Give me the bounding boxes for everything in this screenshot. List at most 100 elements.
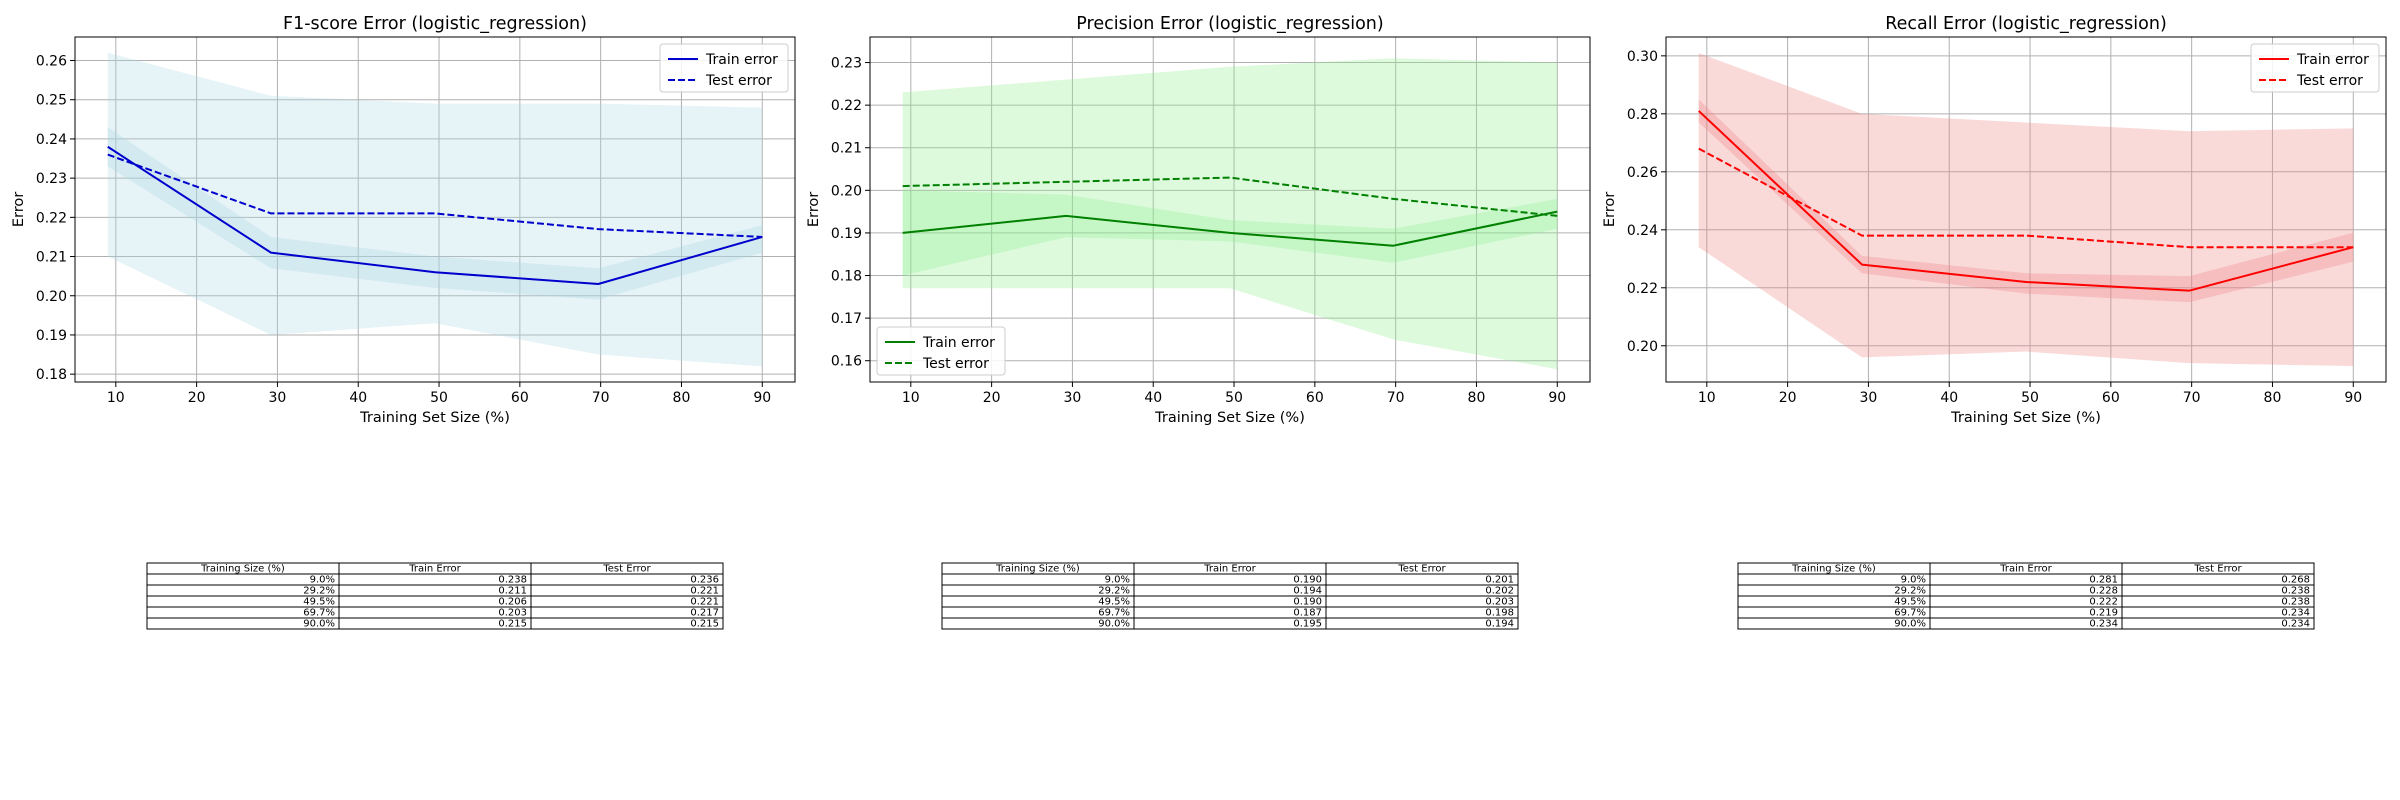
table-header: Test Error	[2193, 564, 2242, 575]
table-value: 9.0%	[310, 575, 335, 586]
table-value: 0.236	[690, 575, 719, 586]
table-value: 0.198	[1485, 608, 1514, 619]
series-line-test	[1698, 147, 2354, 249]
table-value: 0.215	[498, 619, 527, 630]
x-tick-label: 80	[2264, 390, 2282, 406]
x-tick-label: 90	[1548, 390, 1566, 406]
series-line-train	[1698, 110, 2354, 292]
table-header: Training Size (%)	[200, 564, 285, 575]
table-value: 0.219	[2089, 608, 2118, 619]
y-axis-label: Error	[806, 192, 822, 227]
table-value: 0.228	[2089, 586, 2118, 597]
x-tick-label: 30	[1064, 390, 1082, 406]
series-band-test	[902, 58, 1558, 370]
table-value: 0.201	[1485, 575, 1514, 586]
table-header: Train Error	[1999, 564, 2052, 575]
table-header: Training Size (%)	[1791, 564, 1876, 575]
table-header: Test Error	[602, 564, 651, 575]
plot-area	[107, 52, 763, 367]
x-tick-label: 50	[430, 390, 448, 406]
table-value: 49.5%	[303, 597, 335, 608]
chart-title: Recall Error (logistic_regression)	[1885, 14, 2167, 34]
y-tick-label: 0.22	[36, 210, 67, 226]
table-value: 0.211	[498, 586, 527, 597]
y-tick-label: 0.19	[831, 226, 862, 242]
legend-label-train: Train error	[922, 335, 995, 351]
x-tick-label: 70	[592, 390, 610, 406]
table-value: 69.7%	[1894, 608, 1926, 619]
x-tick-label: 70	[1387, 390, 1405, 406]
table-value: 0.217	[690, 608, 719, 619]
data-table: Training Size (%) Train Error Test Error 9.…	[146, 562, 724, 630]
x-tick-label: 20	[1779, 390, 1797, 406]
legend-label-train: Train error	[2296, 52, 2369, 68]
x-tick-label: 30	[269, 390, 287, 406]
y-axis-label: Error	[11, 192, 27, 227]
series-line-test	[902, 176, 1558, 217]
x-tick-label: 10	[902, 390, 920, 406]
table-value: 0.190	[1293, 575, 1322, 586]
table-value: 0.281	[2089, 575, 2118, 586]
plot-area	[902, 58, 1558, 370]
table-value: 29.2%	[303, 586, 335, 597]
x-axis-label: Training Set Size (%)	[1154, 410, 1305, 426]
table-value: 9.0%	[1105, 575, 1130, 586]
y-tick-label: 0.23	[36, 171, 67, 187]
x-axis-label: Training Set Size (%)	[359, 410, 510, 426]
y-tick-label: 0.20	[1627, 339, 1658, 355]
legend-label-train: Train error	[705, 52, 778, 68]
x-tick-label: 90	[753, 390, 771, 406]
y-tick-label: 0.17	[831, 311, 862, 327]
x-tick-label: 50	[2021, 390, 2039, 406]
series-line-train	[902, 210, 1558, 247]
x-tick-label: 80	[1468, 390, 1486, 406]
table-value: 0.238	[2281, 597, 2310, 608]
y-tick-label: 0.21	[36, 250, 67, 266]
table-header: Train Error	[1203, 564, 1256, 575]
table-cell	[2121, 617, 2315, 630]
legend: Train error Test error	[659, 43, 789, 93]
table-value: 0.221	[690, 586, 719, 597]
table-value: 0.187	[1293, 608, 1322, 619]
table-value: 90.0%	[1098, 619, 1130, 630]
y-tick-label: 0.19	[36, 328, 67, 344]
table-value: 0.222	[2089, 597, 2118, 608]
series-band-test	[1698, 52, 2354, 367]
table-value: 0.234	[2281, 608, 2310, 619]
data-table: Training Size (%) Train Error Test Error 9.…	[1737, 562, 2315, 630]
y-tick-label: 0.26	[36, 54, 67, 70]
table-value: 49.5%	[1894, 597, 1926, 608]
table-value: 90.0%	[303, 619, 335, 630]
table-value: 0.190	[1293, 597, 1322, 608]
table-value: 0.238	[498, 575, 527, 586]
x-tick-label: 70	[2183, 390, 2201, 406]
y-tick-label: 0.28	[1627, 107, 1658, 123]
y-tick-label: 0.20	[831, 183, 862, 199]
legend: Train error Test error	[876, 326, 1006, 376]
table-value: 0.238	[2281, 586, 2310, 597]
chart-panel-1: 10 20 30 40 50 60 70 80 90 0.18 0.19 0.20 0.21 0.22 0.…	[11, 14, 796, 426]
table-cell	[530, 617, 724, 630]
x-tick-label: 60	[511, 390, 529, 406]
x-tick-label: 10	[1698, 390, 1716, 406]
y-tick-label: 0.22	[1627, 281, 1658, 297]
legend-label-test: Test error	[922, 356, 989, 372]
table-value: 49.5%	[1098, 597, 1130, 608]
table-value: 29.2%	[1894, 586, 1926, 597]
x-tick-label: 90	[2344, 390, 2362, 406]
y-tick-label: 0.22	[831, 98, 862, 114]
series-band-train	[107, 127, 763, 300]
table-value: 0.203	[1485, 597, 1514, 608]
y-axis-label: Error	[1602, 192, 1618, 227]
y-tick-label: 0.25	[36, 93, 67, 109]
table-value: 0.206	[498, 597, 527, 608]
y-tick-label: 0.24	[1627, 223, 1658, 239]
table-value: 0.234	[2089, 619, 2118, 630]
table-value: 0.202	[1485, 586, 1514, 597]
table-value: 0.221	[690, 597, 719, 608]
table-value: 29.2%	[1098, 586, 1130, 597]
table-value: 0.234	[2281, 619, 2310, 630]
y-tick-label: 0.18	[831, 269, 862, 285]
legend: Train error Test error	[2250, 43, 2380, 93]
